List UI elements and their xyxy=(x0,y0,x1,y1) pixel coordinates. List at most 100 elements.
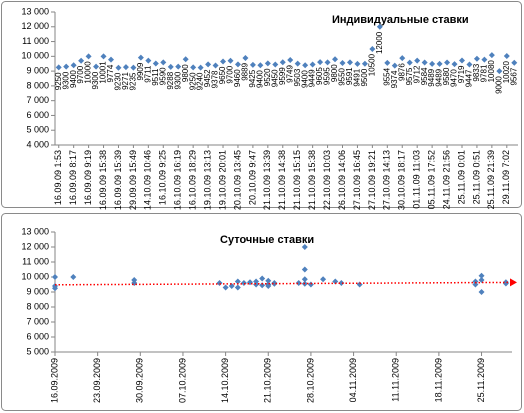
data-label: 9400 xyxy=(300,70,309,88)
data-point xyxy=(137,54,144,61)
data-label: 9719 xyxy=(457,65,466,83)
y-tick-label: 6 000 xyxy=(26,331,49,341)
data-label: 9599 xyxy=(278,67,287,85)
data-label: 9749 xyxy=(285,64,294,82)
data-point xyxy=(478,277,485,283)
data-label: 9781 xyxy=(480,64,489,82)
y-tick-label: 10 000 xyxy=(21,271,49,281)
chart-title: Суточные ставки xyxy=(220,234,314,246)
x-tick-label: 16.10.09 9:25 xyxy=(158,150,168,205)
data-point xyxy=(145,57,152,64)
x-tick-label: 16.09.2009 xyxy=(49,358,59,403)
data-point xyxy=(451,61,458,68)
x-tick-label: 16.09.09 8:17 xyxy=(68,150,78,205)
data-point xyxy=(249,61,256,68)
data-point xyxy=(406,59,413,66)
data-point xyxy=(259,275,266,282)
data-point xyxy=(301,276,308,283)
data-point xyxy=(234,278,241,285)
trend-arrow xyxy=(510,278,517,287)
data-point xyxy=(152,60,159,67)
x-tick-label: 25.11.09 21:39 xyxy=(486,150,496,209)
data-point xyxy=(496,68,503,75)
x-tick-label: 27.10.09 14:13 xyxy=(382,150,392,210)
data-label: 9591 xyxy=(345,67,354,85)
x-tick-label: 18.11.2009 xyxy=(433,358,443,402)
x-tick-label: 07.10.2009 xyxy=(177,358,187,403)
data-label: 9800 xyxy=(330,64,339,82)
data-point xyxy=(320,276,327,283)
x-tick-label: 20.10.09 13:45 xyxy=(232,150,242,210)
x-tick-label: 14.10.2009 xyxy=(220,358,230,403)
data-label: 9595 xyxy=(323,67,332,85)
data-label: 12000 xyxy=(375,31,384,54)
x-tick-label: 29.11.09 7:02 xyxy=(501,150,511,204)
data-point xyxy=(182,56,189,63)
data-point xyxy=(302,62,309,69)
data-point xyxy=(369,45,376,52)
data-label: 9554 xyxy=(382,67,391,85)
data-point xyxy=(511,59,518,66)
data-label: 9300 xyxy=(91,71,100,89)
data-point xyxy=(502,279,509,286)
data-point xyxy=(264,60,271,67)
y-tick-label: 12 000 xyxy=(21,241,49,251)
data-point xyxy=(478,289,485,295)
data-point xyxy=(376,23,383,30)
data-point xyxy=(108,56,115,63)
data-point xyxy=(361,60,368,67)
x-tick-label: 25.11.09 0:01 xyxy=(456,150,466,204)
x-tick-label: 16.10.09 16:19 xyxy=(173,150,183,210)
data-point xyxy=(234,284,241,291)
data-point xyxy=(167,63,174,70)
data-label: 9909 xyxy=(136,62,145,80)
data-label: 9425 xyxy=(248,69,257,87)
x-tick-label: 21.10.09 13:39 xyxy=(262,150,272,210)
data-point xyxy=(227,57,234,64)
data-point xyxy=(175,63,182,70)
chart-panel xyxy=(1,1,522,208)
y-tick-label: 7 000 xyxy=(26,95,49,105)
data-point xyxy=(190,64,197,71)
data-point xyxy=(70,62,77,69)
x-tick-label: 05.11.09 17:52 xyxy=(426,150,436,209)
data-label: 9489 xyxy=(427,68,436,86)
x-tick-label: 27.10.09 16:45 xyxy=(352,150,362,210)
data-label: 9300 xyxy=(173,71,182,89)
x-tick-label: 23.09.2009 xyxy=(92,358,102,403)
data-point xyxy=(429,60,436,67)
data-label: 9378 xyxy=(211,70,220,88)
data-point xyxy=(391,62,398,69)
data-label: 10020 xyxy=(502,60,511,83)
data-label: 9511 xyxy=(151,68,160,86)
y-tick-label: 4 000 xyxy=(26,139,49,149)
data-point xyxy=(272,61,279,68)
trend-line xyxy=(54,281,513,286)
x-tick-label: 16.09.09 1:53 xyxy=(53,150,63,205)
x-tick-label: 25.11.09 0:51 xyxy=(471,150,481,204)
x-tick-label: 21.10.09 15:15 xyxy=(292,150,302,210)
y-tick-label: 5 000 xyxy=(26,346,49,356)
data-point xyxy=(52,285,58,292)
data-point xyxy=(354,60,361,67)
data-label: 9503 xyxy=(293,68,302,86)
x-tick-label: 16.09.09 15:39 xyxy=(113,150,123,210)
data-point xyxy=(309,61,316,68)
data-point xyxy=(205,61,212,68)
data-point xyxy=(503,53,510,60)
x-tick-label: 14.10.09 10:46 xyxy=(143,150,153,210)
data-label: 10000 xyxy=(84,61,93,84)
data-label: 9400 xyxy=(69,70,78,88)
x-tick-label: 29.09.09 15:49 xyxy=(128,150,138,210)
data-point xyxy=(332,56,339,63)
data-point xyxy=(436,60,443,67)
data-label: 9889 xyxy=(241,62,250,80)
x-tick-label: 26.10.09 14:06 xyxy=(337,150,347,210)
data-point xyxy=(100,53,107,60)
data-label: 9447 xyxy=(465,69,474,87)
y-tick-label: 6 000 xyxy=(26,110,49,120)
data-point xyxy=(220,58,227,65)
data-point xyxy=(473,55,480,62)
data-point xyxy=(242,54,249,61)
y-tick-label: 11 000 xyxy=(22,256,49,266)
